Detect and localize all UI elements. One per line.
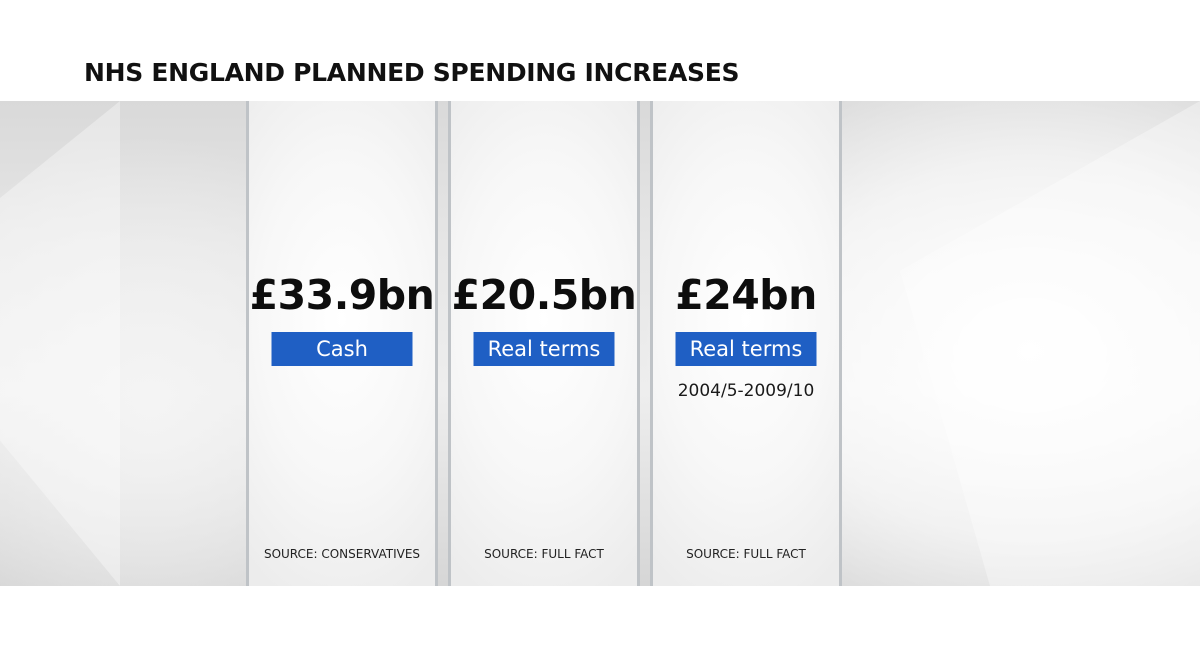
- period-label: 2004/5-2009/10: [677, 381, 815, 401]
- panel-real-terms: £20.5bn Real terms SOURCE: FULL FACT: [448, 101, 640, 586]
- background-shard: [0, 101, 120, 586]
- amount-value: £20.5bn: [451, 271, 637, 319]
- category-tag: Cash: [271, 332, 413, 366]
- source-label: SOURCE: FULL FACT: [686, 547, 806, 561]
- source-label: SOURCE: FULL FACT: [484, 547, 604, 561]
- panel-real-terms-historic: £24bn Real terms 2004/5-2009/10 SOURCE: …: [650, 101, 842, 586]
- page-title: NHS ENGLAND PLANNED SPENDING INCREASES: [84, 58, 740, 87]
- background-shard: [900, 101, 1200, 586]
- category-tag: Real terms: [473, 332, 615, 366]
- panel-cash: £33.9bn Cash SOURCE: CONSERVATIVES: [246, 101, 438, 586]
- amount-value: £24bn: [675, 271, 817, 319]
- source-label: SOURCE: CONSERVATIVES: [263, 547, 421, 561]
- category-tag: Real terms: [675, 332, 817, 366]
- amount-value: £33.9bn: [249, 271, 435, 319]
